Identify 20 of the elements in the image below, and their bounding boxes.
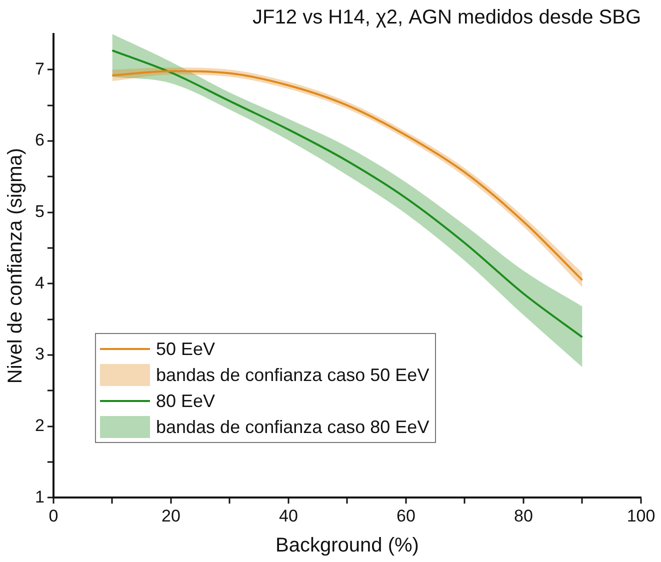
y-tick-label: 4	[34, 273, 44, 292]
y-tick-label: 7	[34, 59, 44, 78]
x-axis-title: Background (%)	[276, 534, 419, 557]
x-tick-label: 0	[48, 506, 58, 526]
annotation: bandas de confianza caso 50 EeV	[156, 364, 430, 386]
x-tick-label: 40	[279, 506, 298, 526]
y-tick-label: 3	[34, 344, 44, 364]
x-tick-label: 20	[162, 506, 180, 526]
x-tick-label: 60	[396, 506, 416, 526]
chart-title: JF12 vs H14, χ2, AGN medidos desde SBG	[252, 6, 641, 29]
legend-label: 80 EeV	[156, 390, 216, 412]
x-tick-label: 100	[626, 506, 656, 526]
y-tick-label: 1	[34, 487, 44, 506]
legend-label: 50 EeV	[156, 338, 216, 360]
y-tick-label: 2	[34, 416, 44, 435]
y-tick-label: 5	[34, 202, 44, 221]
annotation: bandas de confianza caso 80 EeV	[156, 416, 430, 438]
y-tick-label: 6	[34, 130, 44, 150]
y-axis-title: Nivel de confianza (sigma)	[4, 148, 27, 384]
x-tick-label: 80	[514, 506, 533, 526]
